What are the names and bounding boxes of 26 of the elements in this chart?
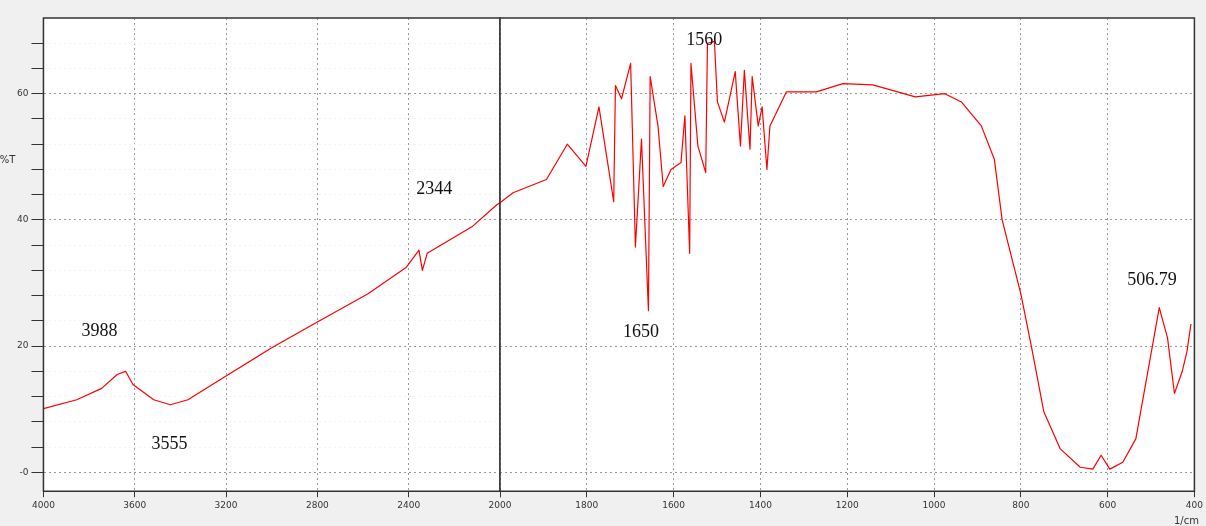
x-tick-label: 2800 (305, 499, 330, 510)
annotation: 3555 (151, 432, 188, 453)
y-tick-label: 40 (17, 214, 29, 225)
x-tick-label: 1800 (575, 499, 599, 510)
x-tick-label: 4000 (32, 499, 56, 510)
annotation: 2344 (416, 178, 453, 199)
x-tick-label: 2400 (397, 499, 421, 510)
x-tick-label: 1400 (748, 499, 773, 510)
x-tick-label: 3600 (123, 499, 147, 510)
x-tick-label: 400 (1185, 499, 1204, 510)
y-tick-label: 20 (17, 340, 29, 351)
y-axis-title: %T (0, 153, 17, 165)
x-tick-label: 1000 (922, 499, 946, 510)
x-tick-label: 1200 (835, 499, 859, 510)
annotation: 506.79 (1127, 268, 1177, 289)
x-tick-label: 3200 (214, 499, 238, 510)
x-tick-label: 600 (1099, 499, 1117, 510)
x-tick-label: 800 (1012, 499, 1030, 510)
x-tick-label: 1600 (662, 499, 686, 510)
annotation: 3988 (81, 319, 118, 340)
annotation: 1560 (686, 28, 723, 49)
x-tick-label: 2000 (488, 499, 512, 510)
annotation: 1650 (622, 321, 659, 342)
y-tick-label: 60 (17, 88, 29, 99)
y-tick-label: -0 (19, 466, 29, 477)
x-axis-title: 1/cm (1173, 514, 1199, 526)
